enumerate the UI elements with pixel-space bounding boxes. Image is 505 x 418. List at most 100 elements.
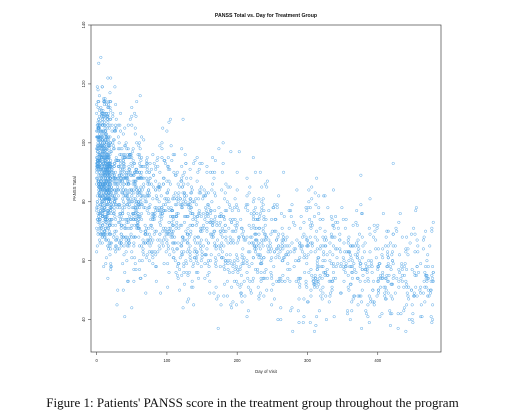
data-point	[350, 309, 354, 313]
data-point	[295, 188, 299, 192]
data-point	[240, 262, 244, 266]
data-point	[376, 291, 380, 295]
data-point	[279, 318, 283, 322]
data-point	[205, 220, 209, 224]
data-point	[405, 291, 409, 295]
data-point	[138, 206, 141, 210]
data-point	[376, 288, 380, 292]
data-point	[217, 147, 221, 151]
data-point	[334, 247, 338, 251]
data-point	[260, 262, 264, 266]
data-point	[343, 265, 347, 269]
data-point	[158, 232, 162, 236]
data-point	[100, 167, 104, 171]
data-point	[257, 232, 261, 236]
data-point	[410, 268, 414, 271]
data-point	[298, 256, 302, 260]
data-point	[167, 120, 171, 124]
data-point	[97, 226, 101, 230]
data-point	[240, 300, 244, 304]
data-point	[347, 259, 351, 263]
data-point	[130, 306, 134, 310]
data-point	[331, 223, 335, 227]
data-point	[182, 262, 186, 266]
data-point	[97, 167, 101, 171]
data-point	[149, 250, 153, 254]
data-point	[95, 217, 99, 221]
data-point	[222, 244, 226, 248]
data-point	[109, 203, 113, 207]
data-point	[107, 111, 111, 115]
data-point	[138, 203, 141, 207]
data-point	[166, 244, 170, 248]
data-point	[426, 288, 430, 292]
data-point	[96, 179, 100, 183]
data-point	[376, 265, 380, 269]
data-point	[126, 238, 130, 242]
data-point	[159, 194, 163, 198]
data-point	[199, 191, 203, 195]
data-point	[142, 253, 146, 257]
data-point	[428, 291, 432, 295]
data-point	[97, 156, 101, 160]
data-point	[192, 262, 196, 266]
data-point	[145, 164, 149, 168]
data-point	[164, 229, 167, 233]
data-point	[154, 179, 158, 183]
data-point	[275, 238, 279, 242]
data-point	[315, 262, 319, 266]
data-point	[108, 176, 112, 180]
data-point	[278, 250, 282, 254]
data-point	[361, 244, 365, 248]
data-point	[112, 176, 115, 180]
data-point	[192, 256, 196, 260]
data-point	[392, 273, 396, 277]
data-point	[213, 215, 217, 218]
data-point	[239, 217, 243, 221]
data-point	[216, 238, 219, 242]
data-point	[254, 247, 258, 251]
data-point	[192, 161, 196, 165]
data-point	[185, 203, 189, 207]
data-point	[145, 167, 149, 171]
data-point	[309, 250, 313, 254]
x-axis: 0 100 200 300 400	[95, 352, 382, 363]
data-point	[97, 114, 101, 118]
data-point	[173, 203, 177, 207]
data-point	[111, 141, 115, 145]
data-point	[249, 291, 253, 295]
data-point	[190, 185, 193, 189]
data-point	[108, 253, 112, 257]
data-point	[97, 94, 101, 98]
data-point	[253, 232, 257, 236]
data-point	[188, 167, 192, 171]
data-point	[379, 276, 383, 280]
data-point	[248, 250, 252, 254]
data-point	[350, 244, 354, 248]
data-point	[153, 206, 157, 210]
data-point	[103, 226, 107, 230]
data-point	[251, 256, 255, 260]
data-point	[315, 238, 319, 242]
data-point	[108, 135, 112, 139]
data-point	[107, 170, 111, 174]
data-point	[225, 279, 229, 283]
data-point	[121, 156, 125, 160]
data-point	[347, 235, 351, 239]
data-point	[169, 235, 173, 239]
data-point	[171, 232, 175, 236]
data-point	[206, 259, 210, 263]
data-point	[223, 217, 227, 221]
data-point	[431, 276, 435, 280]
data-point	[380, 276, 384, 280]
data-point	[350, 259, 354, 263]
data-point	[348, 318, 352, 322]
data-point	[101, 191, 105, 195]
data-point	[352, 262, 356, 266]
data-point	[230, 306, 234, 310]
data-point	[248, 279, 252, 283]
data-point	[96, 229, 100, 233]
data-point	[215, 297, 219, 301]
data-point	[102, 173, 106, 177]
data-point	[135, 194, 139, 198]
